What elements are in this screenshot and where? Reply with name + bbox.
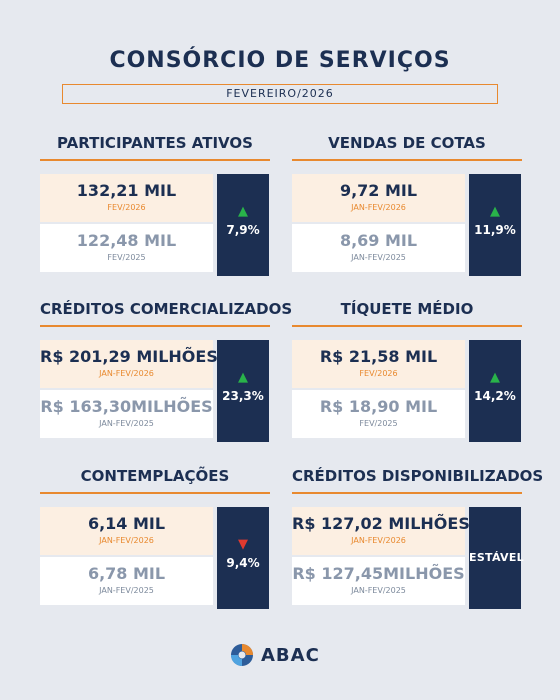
current-value-cell: 6,14 MIL JAN-FEV/2026 [40,507,213,555]
current-value: 9,72 MIL [339,181,418,200]
metric-title: CRÉDITOS COMERCIALIZADOS [40,300,293,318]
metric-block-tiquete-medio: TÍQUETE MÉDIO R$ 21,58 MIL FEV/2026 R$ 1… [292,296,522,446]
metric-title: CONTEMPLAÇÕES [80,467,230,485]
previous-value: 6,78 MIL [87,564,166,583]
arrow-up-icon: ▲ [238,204,248,219]
current-period: FEV/2026 [359,369,398,378]
previous-period: FEV/2025 [359,419,398,428]
metric-block-creditos-disponibilizados: CRÉDITOS DISPONIBILIZADOS R$ 127,02 MILH… [292,463,544,613]
metric-block-creditos-comercializados: CRÉDITOS COMERCIALIZADOS R$ 201,29 MILHÕ… [40,296,293,446]
previous-value-cell: R$ 18,90 MIL FEV/2025 [292,390,465,438]
current-value-cell: R$ 21,58 MIL FEV/2026 [292,340,465,388]
change-panel: ▲ 11,9% [469,174,521,276]
current-value: 6,14 MIL [87,514,166,533]
stable-label: ESTÁVEL [469,551,524,564]
logo-text: ABAC [261,644,320,666]
metric-title: PARTICIPANTES ATIVOS [57,134,253,152]
previous-value: 8,69 MIL [339,231,418,250]
current-value-cell: 132,21 MIL FEV/2026 [40,174,213,222]
metric-divider [292,492,522,494]
current-period: JAN-FEV/2026 [351,203,406,212]
previous-period: FEV/2025 [107,253,146,262]
previous-value-cell: 122,48 MIL FEV/2025 [40,224,213,272]
period-label: FEVEREIRO/2026 [62,84,498,104]
metric-block-vendas-de-cotas: VENDAS DE COTAS 9,72 MIL JAN-FEV/2026 8,… [292,130,522,280]
current-value: 132,21 MIL [76,181,177,200]
page-title: CONSÓRCIO DE SERVIÇOS [109,48,451,73]
previous-period: JAN-FEV/2025 [351,253,406,262]
previous-value-cell: 6,78 MIL JAN-FEV/2025 [40,557,213,605]
change-panel: ▲ 7,9% [217,174,269,276]
previous-value: 122,48 MIL [76,231,177,250]
change-percent: 9,4% [226,556,260,570]
previous-value-cell: R$ 163,30MILHÕES JAN-FEV/2025 [40,390,213,438]
change-panel: ESTÁVEL [469,507,524,609]
current-value-cell: R$ 201,29 MILHÕES JAN-FEV/2026 [40,340,218,388]
current-value-cell: R$ 127,02 MILHÕES JAN-FEV/2026 [292,507,470,555]
arrow-up-icon: ▲ [238,370,248,385]
current-period: FEV/2026 [107,203,146,212]
metric-divider [40,325,270,327]
metric-title: VENDAS DE COTAS [328,134,486,152]
change-percent: 11,9% [474,223,516,237]
metric-title: CRÉDITOS DISPONIBILIZADOS [292,467,544,485]
change-panel: ▼ 9,4% [217,507,269,609]
current-value-cell: 9,72 MIL JAN-FEV/2026 [292,174,465,222]
previous-value: R$ 18,90 MIL [319,397,438,416]
previous-period: JAN-FEV/2025 [99,586,154,595]
metric-title: TÍQUETE MÉDIO [340,300,474,318]
previous-period: JAN-FEV/2025 [351,586,406,595]
change-percent: 23,3% [222,389,264,403]
current-value: R$ 21,58 MIL [319,347,438,366]
previous-value: R$ 163,30MILHÕES [40,397,213,416]
metric-divider [40,159,270,161]
previous-value: R$ 127,45MILHÕES [292,564,465,583]
arrow-up-icon: ▲ [490,204,500,219]
change-panel: ▲ 14,2% [469,340,521,442]
previous-period: JAN-FEV/2025 [99,419,154,428]
previous-value-cell: 8,69 MIL JAN-FEV/2025 [292,224,465,272]
abac-logo: ABAC [229,643,320,667]
metric-divider [292,325,522,327]
change-percent: 14,2% [474,389,516,403]
current-value: R$ 201,29 MILHÕES [40,347,218,366]
abac-logo-icon [231,644,253,666]
current-value: R$ 127,02 MILHÕES [292,514,470,533]
metric-divider [292,159,522,161]
change-panel: ▲ 23,3% [217,340,269,442]
current-period: JAN-FEV/2026 [99,369,154,378]
current-period: JAN-FEV/2026 [351,536,406,545]
previous-value-cell: R$ 127,45MILHÕES JAN-FEV/2025 [292,557,465,605]
metric-block-contemplacoes: CONTEMPLAÇÕES 6,14 MIL JAN-FEV/2026 6,78… [40,463,270,613]
arrow-down-icon: ▼ [238,537,248,552]
arrow-up-icon: ▲ [490,370,500,385]
change-percent: 7,9% [226,223,260,237]
metric-block-participantes-ativos: PARTICIPANTES ATIVOS 132,21 MIL FEV/2026… [40,130,270,280]
current-period: JAN-FEV/2026 [99,536,154,545]
metric-divider [40,492,270,494]
